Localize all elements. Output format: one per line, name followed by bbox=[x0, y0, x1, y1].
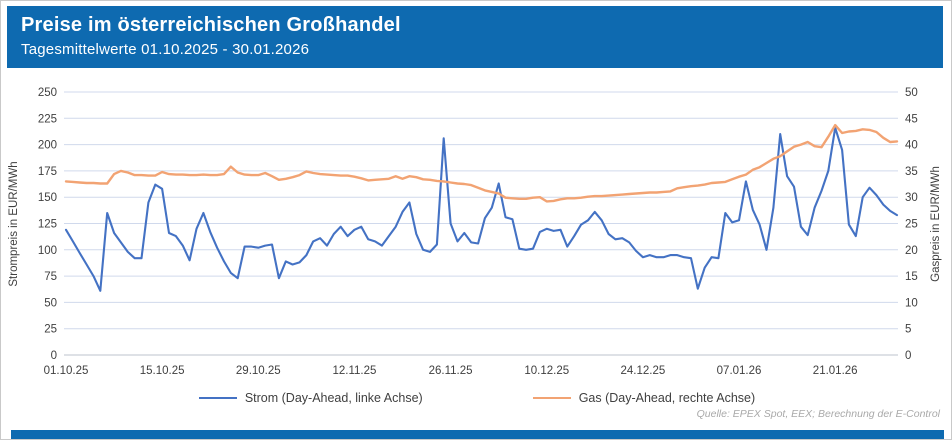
right-axis-tick-label: 0 bbox=[905, 350, 911, 362]
legend-item-strom: Strom (Day-Ahead, linke Achse) bbox=[198, 391, 423, 405]
left-axis-tick-label: 25 bbox=[44, 324, 57, 336]
gas-legend-line-icon bbox=[532, 397, 571, 399]
strom-legend-label: Strom (Day-Ahead, linke Achse) bbox=[244, 391, 423, 405]
x-axis-tick-label: 26.11.25 bbox=[429, 365, 473, 377]
right-axis-tick-label: 30 bbox=[905, 192, 918, 204]
right-axis-tick-label: 50 bbox=[905, 87, 918, 99]
x-axis-tick-label: 24.12.25 bbox=[621, 365, 666, 377]
left-axis-tick-label: 100 bbox=[38, 245, 57, 257]
left-axis-tick-label: 200 bbox=[38, 140, 57, 152]
chart-legend: Strom (Day-Ahead, linke Achse) Gas (Day-… bbox=[1, 389, 951, 407]
left-axis-tick-label: 150 bbox=[38, 192, 57, 204]
strom-line bbox=[64, 126, 899, 292]
right-axis-tick-label: 35 bbox=[905, 166, 918, 178]
right-axis-title: Gaspreis in EUR/MWh bbox=[930, 166, 942, 282]
chart-subtitle: Tagesmittelwerte 01.10.2025 - 30.01.2026 bbox=[21, 41, 310, 58]
source-note: Quelle: EPEX Spot, EEX; Berechnung der E… bbox=[696, 408, 940, 420]
left-axis-tick-label: 250 bbox=[38, 87, 57, 99]
x-axis-tick-label: 21.01.26 bbox=[813, 365, 858, 377]
right-axis-tick-label: 10 bbox=[905, 297, 918, 309]
left-axis-tick-label: 225 bbox=[38, 113, 57, 125]
right-axis-tick-label: 40 bbox=[905, 140, 918, 152]
x-axis-tick-label: 10.12.25 bbox=[524, 365, 569, 377]
x-axis-tick-label: 12.11.25 bbox=[332, 365, 376, 377]
x-axis-tick-label: 07.01.26 bbox=[717, 365, 762, 377]
left-axis-title: Strompreis in EUR/MWh bbox=[8, 161, 20, 286]
gas-legend-label: Gas (Day-Ahead, rechte Achse) bbox=[578, 391, 756, 405]
legend-item-gas: Gas (Day-Ahead, rechte Achse) bbox=[532, 391, 756, 405]
x-axis-tick-label: 29.10.25 bbox=[236, 365, 281, 377]
left-axis-tick-label: 75 bbox=[44, 271, 57, 283]
left-axis-tick-label: 175 bbox=[38, 166, 57, 178]
x-axis-tick-label: 01.10.25 bbox=[44, 365, 89, 377]
right-axis-tick-label: 5 bbox=[905, 324, 911, 336]
left-axis-tick-label: 50 bbox=[44, 297, 57, 309]
chart-title: Preise im österreichischen Großhandel bbox=[21, 14, 401, 36]
header-banner: Preise im österreichischen Großhandel Ta… bbox=[7, 6, 943, 68]
left-axis-tick-label: 125 bbox=[38, 219, 57, 231]
footer-bar bbox=[11, 430, 944, 439]
right-axis-tick-label: 15 bbox=[905, 271, 918, 283]
right-axis-tick-label: 45 bbox=[905, 113, 918, 125]
right-axis-tick-label: 25 bbox=[905, 219, 918, 231]
left-axis-tick-label: 0 bbox=[51, 350, 57, 362]
strom-legend-line-icon bbox=[198, 397, 237, 399]
x-axis-tick-label: 15.10.25 bbox=[140, 365, 185, 377]
gas-line bbox=[64, 123, 899, 203]
right-axis-tick-label: 20 bbox=[905, 245, 918, 257]
